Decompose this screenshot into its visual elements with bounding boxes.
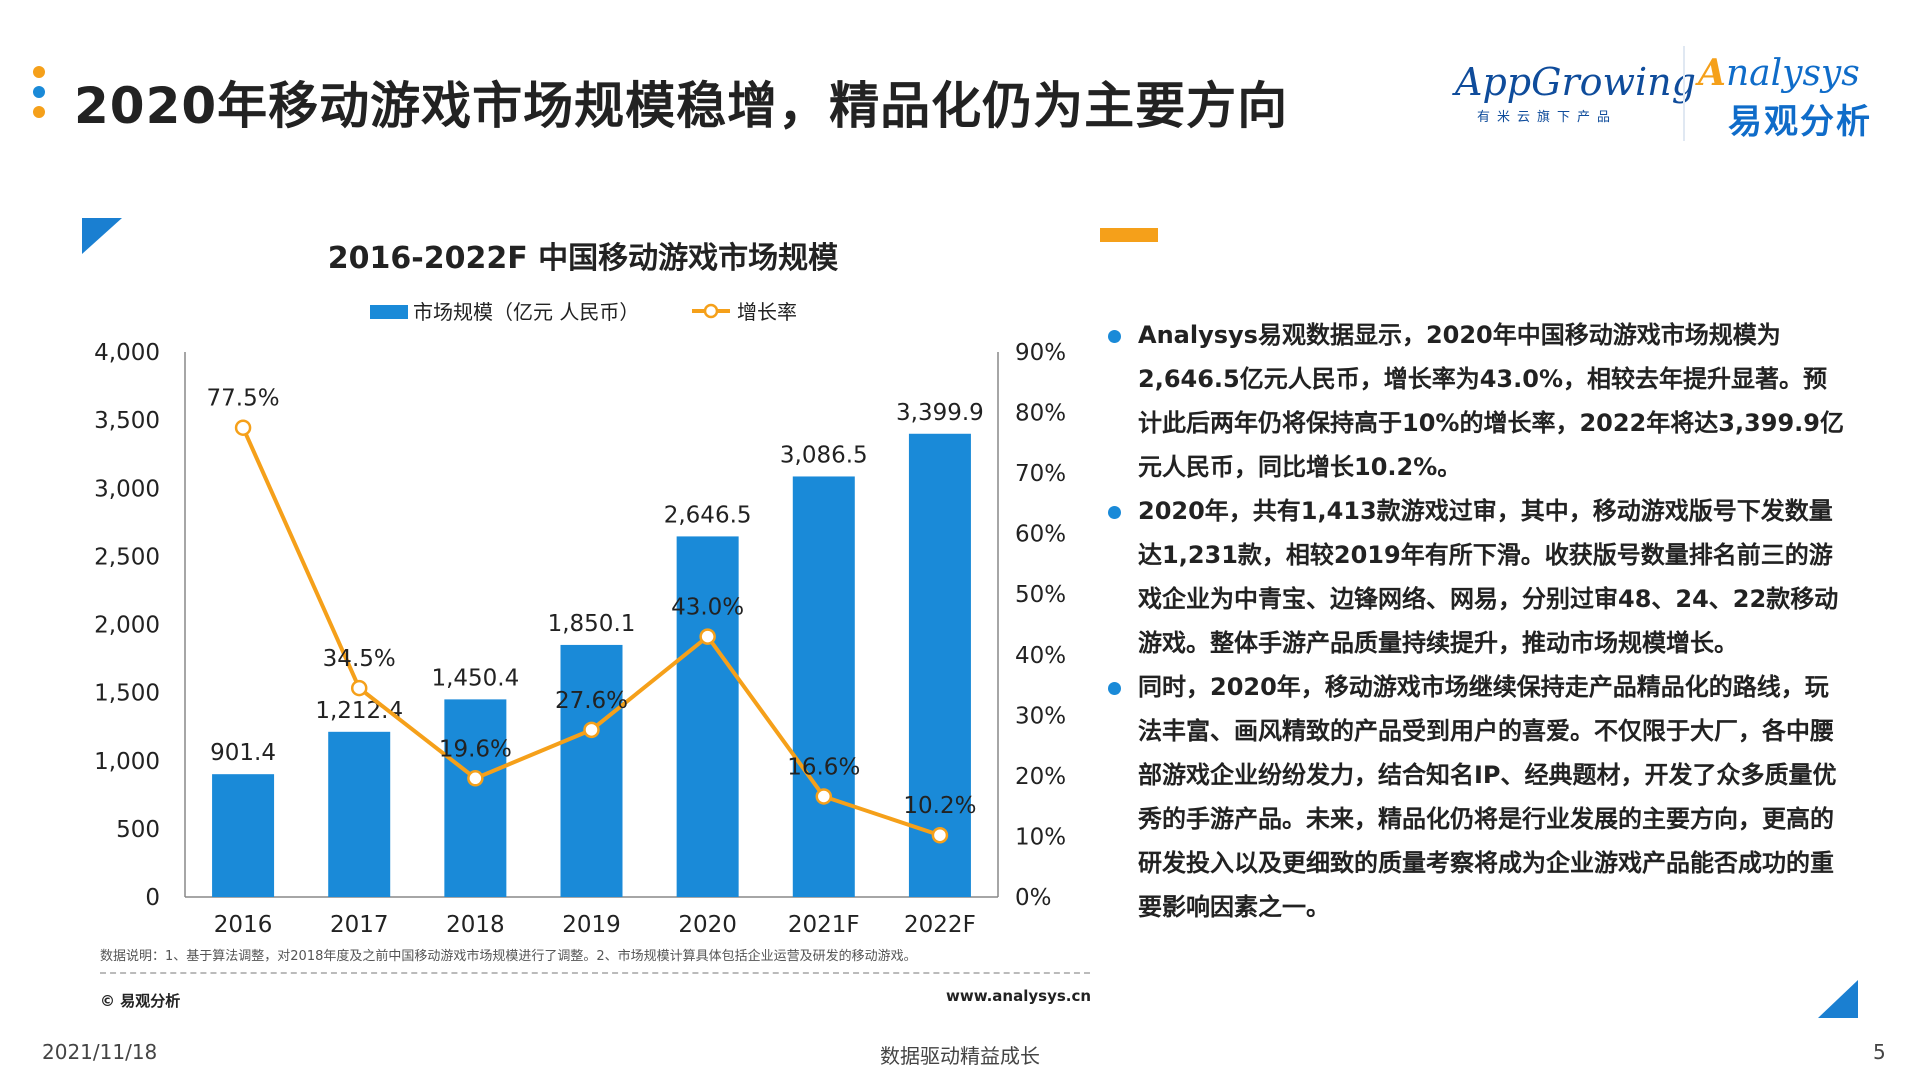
- line-value-label: 27.6%: [555, 688, 628, 714]
- title-dot: [33, 66, 45, 78]
- corner-triangle-top-left: [82, 218, 122, 254]
- divider-line: [100, 972, 1090, 974]
- line-point: [699, 628, 716, 645]
- y-tick-label-right: 60%: [1015, 522, 1066, 548]
- line-point: [467, 770, 484, 787]
- logo-divider: [1683, 46, 1685, 141]
- bar-value-label: 901.4: [210, 740, 276, 766]
- copyright: © 易观分析: [100, 992, 181, 1010]
- section-accent-bar: [1100, 228, 1158, 242]
- analysys-logo-name: Analysys: [1698, 52, 1860, 94]
- y-tick-label-left: 500: [116, 817, 160, 843]
- bar: [792, 476, 855, 897]
- legend-label-line: 增长率: [737, 300, 797, 324]
- y-tick-label-right: 70%: [1015, 461, 1066, 487]
- line-point: [583, 721, 600, 739]
- line-value-label: 43.0%: [671, 595, 744, 621]
- y-tick-label-right: 30%: [1015, 703, 1066, 729]
- bar-value-label: 2,646.5: [664, 502, 752, 528]
- page-number: 5: [1873, 1040, 1886, 1064]
- y-tick-label-left: 3,000: [94, 476, 160, 502]
- y-tick-label-right: 40%: [1015, 643, 1066, 669]
- analysys-logo-sub: 易观分析: [1728, 102, 1872, 142]
- chart-note: 数据说明：1、基于算法调整，对2018年度及之前中国移动游戏市场规模进行了调整。…: [100, 949, 917, 964]
- y-tick-label-left: 1,000: [94, 749, 160, 775]
- chart-title: 2016-2022F 中国移动游戏市场规模: [328, 241, 838, 276]
- bullet-item: 同时，2020年，移动游戏市场继续保持走产品精品化的路线，玩法丰富、画风精致的产…: [1108, 665, 1848, 929]
- y-tick-label-left: 3,500: [94, 408, 160, 434]
- x-tick-label: 2016: [214, 912, 273, 938]
- footer-slogan: 数据驱动精益成长: [880, 1044, 1040, 1068]
- line-value-label: 34.5%: [323, 646, 396, 672]
- title-dots: [33, 66, 45, 126]
- analysis-bullets: Analysys易观数据显示，2020年中国移动游戏市场规模为2,646.5亿元…: [1108, 313, 1848, 929]
- bar-value-label: 1,450.4: [431, 665, 519, 691]
- line-value-label: 10.2%: [903, 793, 976, 819]
- line-value-label: 19.6%: [439, 736, 512, 762]
- line-value-label: 77.5%: [207, 386, 280, 412]
- x-tick-label: 2018: [446, 912, 505, 938]
- bar: [444, 699, 507, 897]
- y-tick-label-right: 90%: [1015, 340, 1066, 366]
- line-point: [815, 788, 833, 805]
- y-tick-label-left: 1,500: [94, 681, 160, 707]
- corner-triangle-bottom-right: [1818, 980, 1858, 1018]
- bar-value-label: 3,086.5: [780, 442, 868, 468]
- x-tick-label: 2019: [562, 912, 621, 938]
- x-tick-label: 2020: [678, 912, 737, 938]
- bullet-dot: [1108, 330, 1121, 343]
- legend-swatch-marker: [703, 303, 719, 319]
- bar-value-label: 1,850.1: [548, 611, 636, 637]
- line-point: [234, 419, 252, 436]
- footer-date: 2021/11/18: [42, 1040, 158, 1064]
- x-tick-label: 2017: [330, 912, 389, 938]
- x-tick-label: 2021F: [788, 912, 860, 938]
- y-tick-label-right: 0%: [1015, 885, 1052, 911]
- y-tick-label-left: 2,000: [94, 613, 160, 639]
- bar: [328, 731, 391, 897]
- bullet-item: 2020年，共有1,413款游戏过审，其中，移动游戏版号下发数量达1,231款，…: [1108, 489, 1848, 665]
- bullet-item: Analysys易观数据显示，2020年中国移动游戏市场规模为2,646.5亿元…: [1108, 313, 1848, 489]
- bullet-dot: [1108, 682, 1121, 695]
- legend-label-bar: 市场规模（亿元 人民币）: [413, 300, 639, 324]
- bar: [560, 644, 623, 897]
- y-tick-label-right: 20%: [1015, 764, 1066, 790]
- bar: [212, 774, 275, 897]
- x-tick-label: 2022F: [904, 912, 976, 938]
- bullet-dot: [1108, 506, 1121, 519]
- bar-value-label: 3,399.9: [896, 400, 984, 426]
- page-title: 2020年移动游戏市场规模稳增，精品化仍为主要方向: [74, 77, 1289, 135]
- title-dot: [33, 106, 45, 118]
- title-dot: [33, 86, 45, 98]
- y-tick-label-right: 10%: [1015, 824, 1066, 850]
- y-tick-label-right: 50%: [1015, 582, 1066, 608]
- analysys-logo: Analysys 易观分析: [1698, 52, 1908, 142]
- line-point: [931, 826, 949, 844]
- y-tick-label-left: 4,000: [94, 340, 160, 366]
- bar: [908, 433, 971, 897]
- y-tick-label-left: 0: [145, 885, 160, 911]
- appgrowing-logo-sub: 有米云旗下产品: [1477, 110, 1618, 125]
- y-tick-label-right: 80%: [1015, 401, 1066, 427]
- line-point: [350, 679, 368, 697]
- legend-swatch-bar: [370, 305, 408, 319]
- y-tick-label-left: 2,500: [94, 544, 160, 570]
- line-value-label: 16.6%: [787, 754, 860, 780]
- website-link[interactable]: www.analysys.cn: [946, 987, 1092, 1005]
- bar: [676, 536, 739, 897]
